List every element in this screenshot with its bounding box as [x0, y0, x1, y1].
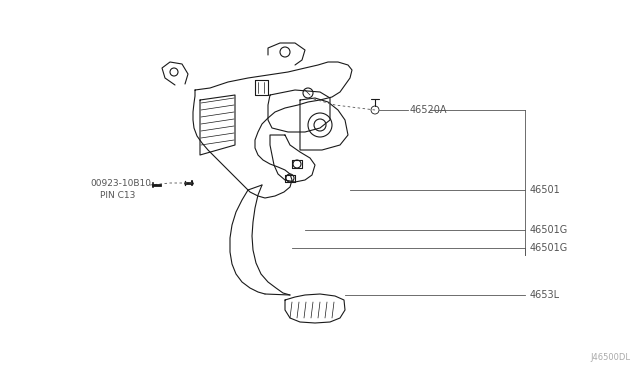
- Text: 46501G: 46501G: [530, 243, 568, 253]
- Text: PIN C13: PIN C13: [100, 190, 136, 199]
- Text: 00923-10B10: 00923-10B10: [90, 179, 151, 187]
- Text: 4653L: 4653L: [530, 290, 560, 300]
- Text: J46500DL: J46500DL: [590, 353, 630, 362]
- Text: 46520A: 46520A: [410, 105, 447, 115]
- Text: 46501: 46501: [530, 185, 561, 195]
- Text: 46501G: 46501G: [530, 225, 568, 235]
